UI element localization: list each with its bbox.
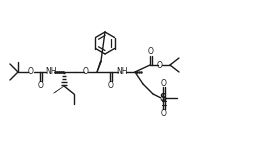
Text: O: O [160, 108, 166, 118]
Text: O: O [28, 68, 34, 76]
Text: O: O [148, 48, 154, 56]
Text: O: O [38, 80, 44, 90]
Text: O: O [108, 80, 114, 90]
Text: O: O [83, 68, 89, 76]
Text: O: O [160, 78, 166, 88]
Polygon shape [52, 86, 64, 94]
Text: S: S [159, 93, 167, 103]
Text: NH: NH [45, 68, 57, 76]
Text: O: O [157, 60, 163, 70]
Text: NH: NH [116, 68, 128, 76]
Polygon shape [96, 61, 102, 72]
